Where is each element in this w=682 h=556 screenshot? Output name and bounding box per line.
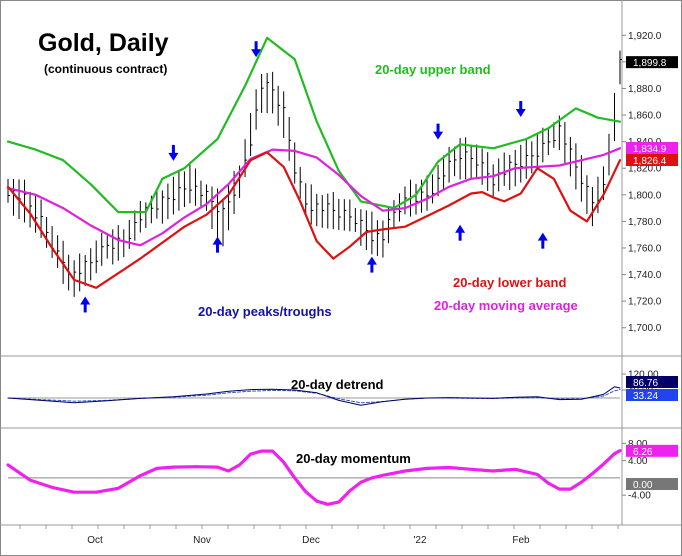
- series-lower-band: [6, 151, 622, 289]
- detrend-panel-label: 20-day detrend: [291, 377, 384, 392]
- value-label: 86.76: [626, 376, 678, 389]
- annotation-lower-band: 20-day lower band: [453, 275, 566, 290]
- value-label: 1,899.8: [626, 56, 678, 69]
- x-tick-label: Nov: [193, 535, 211, 546]
- value-label: 6.26: [626, 444, 678, 458]
- y-tick-label: 1,920.0: [628, 31, 662, 42]
- y-tick-label: 1,760.0: [628, 243, 662, 254]
- arrow-up-icon: [366, 256, 377, 273]
- value-label: 1,826.4: [626, 154, 678, 167]
- chart-subtitle: (continuous contract): [44, 62, 167, 76]
- y-tick-label: 1,800.0: [628, 190, 662, 201]
- x-tick-label: Oct: [87, 535, 103, 546]
- x-tick-label: Dec: [302, 535, 320, 546]
- value-label-text: 86.76: [633, 378, 658, 389]
- value-label: 33.24: [626, 389, 678, 402]
- arrow-up-icon: [455, 224, 466, 241]
- series-momentum: [6, 449, 622, 506]
- arrow-head: [515, 109, 526, 118]
- x-tick-label: Feb: [512, 535, 530, 546]
- y-tick-label: -4.00: [628, 491, 651, 502]
- value-label-box: [626, 56, 678, 69]
- value-label-text: 6.26: [633, 447, 653, 458]
- chart-title: Gold, Daily: [38, 29, 169, 57]
- arrow-head: [80, 296, 91, 305]
- series-upper-band: [6, 36, 622, 214]
- arrow-up-icon: [212, 236, 223, 253]
- value-label-text: 1,899.8: [633, 58, 667, 69]
- price-panel: [6, 36, 622, 313]
- y-tick-label: 1,700.0: [628, 323, 662, 334]
- x-tick-label: '22: [413, 535, 426, 546]
- value-label-box: [626, 376, 678, 388]
- arrow-head: [455, 224, 466, 233]
- arrow-head: [212, 236, 223, 245]
- value-label-text: 0.00: [633, 480, 653, 491]
- y-tick-label: 8.00: [628, 439, 648, 450]
- annotation-moving-average: 20-day moving average: [434, 298, 578, 313]
- arrow-head: [251, 49, 262, 58]
- arrow-head: [366, 256, 377, 265]
- arrow-head: [537, 232, 548, 241]
- y-tick-label: 1,860.0: [628, 111, 662, 122]
- arrow-down-icon: [515, 101, 526, 118]
- detrend-panel: [7, 386, 621, 406]
- y-axis: 1,920.01,900.01,880.01,860.01,840.01,820…: [622, 31, 662, 502]
- value-label-box: [626, 478, 678, 490]
- arrow-head: [433, 131, 444, 140]
- series-detrend: [7, 386, 621, 406]
- value-label: 0.00: [626, 478, 678, 491]
- y-tick-label: 1,740.0: [628, 270, 662, 281]
- value-label-text: 1,826.4: [633, 156, 667, 167]
- value-label-box: [626, 389, 678, 401]
- arrow-down-icon: [168, 144, 179, 161]
- annotation-peaks-troughs: 20-day peaks/troughs: [198, 304, 332, 319]
- momentum-panel: [6, 449, 622, 506]
- value-label: 1,834.9: [626, 142, 678, 155]
- y-tick-label: 1,720.0: [628, 297, 662, 308]
- grid-lines: [0, 0, 682, 526]
- series-moving-average: [6, 147, 622, 247]
- value-label-box: [626, 444, 678, 457]
- y-tick-label: 4.00: [628, 456, 648, 467]
- y-tick-label: 120.00: [628, 370, 659, 381]
- y-tick-label: 1,780.0: [628, 217, 662, 228]
- arrow-up-icon: [537, 232, 548, 249]
- arrow-head: [168, 152, 179, 161]
- momentum-panel-label: 20-day momentum: [296, 451, 411, 466]
- y-tick-label: 1,880.0: [628, 84, 662, 95]
- value-labels: 1,899.8 1,834.91,826.4 86.76 33.24 6.26 0.00: [626, 56, 678, 491]
- value-label-text: 1,834.9: [633, 144, 667, 155]
- arrow-down-icon: [433, 123, 444, 140]
- value-label-text: 33.24: [633, 391, 658, 402]
- annotation-upper-band: 20-day upper band: [375, 62, 491, 77]
- arrow-up-icon: [80, 296, 91, 313]
- x-tick-marks: Oct Nov Dec '22 Feb: [19, 525, 619, 546]
- y-tick-label: 1,820.0: [628, 164, 662, 175]
- arrow-down-icon: [251, 41, 262, 58]
- value-label-box: [626, 142, 678, 154]
- value-label-box: [626, 154, 678, 166]
